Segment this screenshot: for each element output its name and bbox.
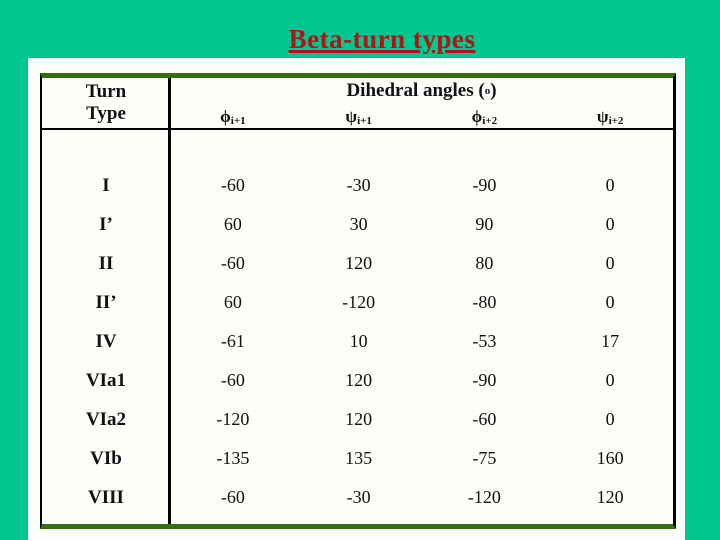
angle-value-cell: -80: [472, 292, 497, 312]
angle-value-cell: -61: [220, 331, 245, 351]
turn-type-cell: II: [98, 252, 114, 274]
phi-subscript: i+2: [482, 115, 498, 127]
turn-type-cell: IV: [95, 330, 117, 352]
table-row: I -60 -30 -90 0: [42, 166, 673, 205]
turn-type-cell: I: [102, 174, 110, 196]
angle-value-cell: 160: [596, 448, 624, 468]
turn-type-header-line1: Turn: [85, 81, 127, 102]
phi-symbol: ϕ: [471, 107, 483, 126]
angle-value-cell: 135: [345, 448, 373, 468]
angle-value-cell: 0: [605, 214, 615, 234]
turn-type-cell: I’: [99, 213, 113, 235]
degree-superscript: o: [484, 85, 491, 97]
angle-value-cell: -75: [472, 448, 497, 468]
angle-value-cell: -90: [472, 370, 497, 390]
angle-value-cell: -90: [472, 175, 497, 195]
angle-value-cell: -120: [467, 487, 501, 507]
angle-symbol-row: ϕ i+1 ψ i+1 ϕ i+2 ψ i+2: [170, 104, 673, 128]
table-row: VIa1 -60 120 -90 0: [42, 361, 673, 400]
angle-value-cell: 0: [605, 175, 615, 195]
angle-value-cell: 60: [223, 214, 242, 234]
dihedral-angles-title: Dihedral angles (o): [170, 78, 673, 104]
page-title: Beta-turn types: [0, 24, 720, 55]
angle-value-cell: -53: [472, 331, 497, 351]
table-header: Turn Type Dihedral angles (o) ϕ i+1 ψ i+1 …: [42, 78, 673, 128]
psi-symbol: ψ: [596, 107, 609, 126]
dihedral-angles-header: Dihedral angles (o) ϕ i+1 ψ i+1 ϕ i+2 ψ i+2: [170, 78, 673, 128]
angle-value-cell: 0: [605, 370, 615, 390]
phi-i1-header: ϕ i+1: [170, 104, 296, 128]
angle-value-cell: 90: [475, 214, 494, 234]
turn-type-header: Turn Type: [42, 78, 170, 128]
table-row: VIb -135 135 -75 160: [42, 439, 673, 478]
angle-value-cell: 17: [601, 331, 620, 351]
turn-type-cell: II’: [95, 291, 117, 313]
turn-type-cell: VIa1: [85, 369, 127, 391]
page-title-text: Beta-turn types: [288, 24, 476, 54]
angle-value-cell: 0: [605, 253, 615, 273]
turn-type-header-line2: Type: [86, 103, 126, 124]
phi-i2-header: ϕ i+2: [422, 104, 548, 128]
angle-value-cell: 120: [345, 253, 373, 273]
header-underline: [42, 128, 673, 130]
angle-value-cell: -60: [220, 487, 245, 507]
beta-turn-table: Turn Type Dihedral angles (o) ϕ i+1 ψ i+1 …: [40, 73, 676, 529]
angle-value-cell: 30: [349, 214, 368, 234]
angle-value-cell: -120: [216, 409, 250, 429]
angle-value-cell: -30: [346, 487, 371, 507]
psi-i1-header: ψ i+1: [296, 104, 422, 128]
psi-symbol: ψ: [345, 107, 358, 126]
angle-value-cell: 80: [475, 253, 494, 273]
angle-value-cell: 10: [349, 331, 368, 351]
psi-subscript: i+1: [357, 115, 372, 127]
psi-subscript: i+2: [608, 115, 624, 127]
content-panel: [28, 58, 685, 540]
psi-i2-header: ψ i+2: [547, 104, 673, 128]
angle-value-cell: -60: [472, 409, 497, 429]
table-row: II -60 120 80 0: [42, 244, 673, 283]
angle-value-cell: -60: [220, 175, 245, 195]
phi-subscript: i+1: [230, 115, 246, 127]
turn-type-cell: VIb: [90, 447, 122, 469]
table-row: VIII -60 -30 -120 120: [42, 478, 673, 517]
angle-value-cell: -60: [220, 370, 245, 390]
angle-value-cell: -120: [342, 292, 376, 312]
turn-type-cell: VIa2: [85, 408, 127, 430]
table-body: I -60 -30 -90 0 I’ 60 30 90 0 II -60 120 80 0 II’ 60 -120…: [42, 128, 673, 517]
angle-value-cell: 0: [605, 409, 615, 429]
turn-type-cell: VIII: [88, 486, 124, 508]
angle-value-cell: 0: [605, 292, 615, 312]
phi-symbol: ϕ: [220, 107, 231, 126]
table-row: II’ 60 -120 -80 0: [42, 283, 673, 322]
angle-value-cell: -30: [346, 175, 371, 195]
angle-value-cell: -135: [216, 448, 250, 468]
dihedral-angles-label-close: ): [490, 80, 497, 101]
dihedral-angles-label: Dihedral angles (: [346, 80, 485, 101]
column-divider-line: [168, 78, 171, 524]
angle-value-cell: 120: [596, 487, 624, 507]
table-row: I’ 60 30 90 0: [42, 205, 673, 244]
angle-value-cell: -60: [220, 253, 245, 273]
angle-value-cell: 120: [345, 370, 373, 390]
angle-value-cell: 120: [345, 409, 373, 429]
table-row: VIa2 -120 120 -60 0: [42, 400, 673, 439]
table-row: IV -61 10 -53 17: [42, 322, 673, 361]
angle-value-cell: 60: [223, 292, 242, 312]
